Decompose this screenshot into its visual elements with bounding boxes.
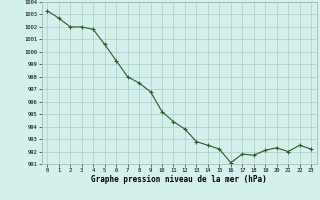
X-axis label: Graphe pression niveau de la mer (hPa): Graphe pression niveau de la mer (hPa): [91, 175, 267, 184]
